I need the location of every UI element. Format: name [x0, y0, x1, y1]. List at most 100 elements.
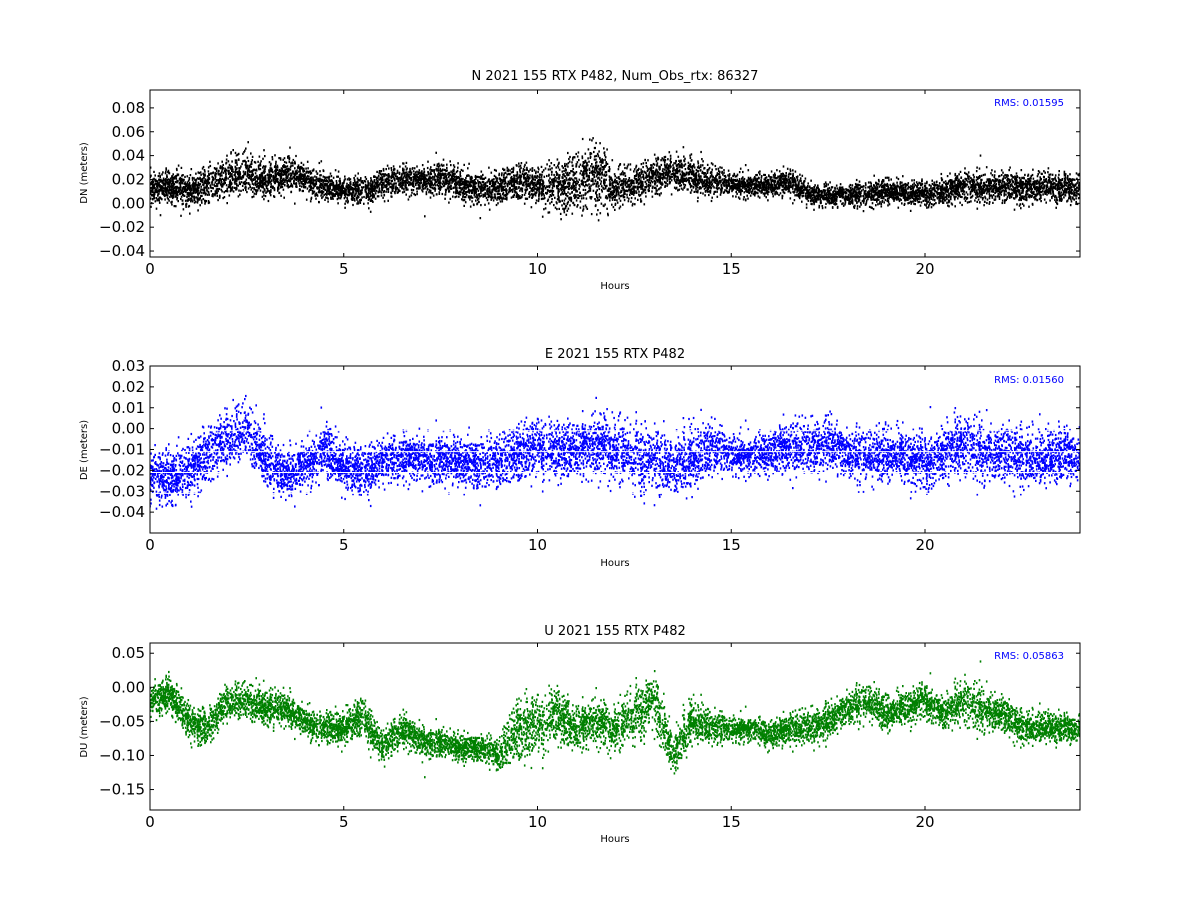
data-point	[548, 159, 550, 162]
data-point	[248, 166, 250, 169]
data-point	[590, 184, 592, 187]
data-point	[390, 186, 392, 189]
data-point	[934, 187, 936, 190]
data-point	[986, 198, 989, 201]
data-point	[957, 183, 960, 186]
data-point	[750, 187, 753, 190]
data-point	[976, 200, 978, 203]
data-point	[979, 191, 981, 194]
data-point	[429, 168, 431, 171]
data-point	[503, 168, 506, 171]
data-point	[1073, 190, 1075, 193]
data-point	[654, 171, 656, 175]
data-point	[569, 204, 571, 207]
data-point	[913, 179, 915, 182]
data-point	[735, 183, 738, 186]
data-point	[919, 204, 922, 207]
data-point	[799, 195, 801, 198]
data-point	[287, 179, 289, 182]
data-point	[342, 183, 344, 186]
data-point	[468, 191, 471, 194]
data-point	[723, 171, 725, 174]
data-point	[744, 185, 746, 188]
data-point	[349, 187, 352, 190]
data-point	[1003, 192, 1006, 195]
data-point	[915, 181, 918, 184]
data-point	[679, 161, 681, 164]
data-point	[157, 175, 160, 178]
data-point	[851, 187, 854, 190]
data-point	[478, 181, 480, 184]
data-point	[518, 182, 520, 185]
data-point	[574, 177, 576, 180]
data-point	[446, 178, 448, 181]
data-point	[387, 179, 390, 182]
data-point	[584, 169, 587, 172]
data-point	[689, 186, 692, 189]
data-point	[555, 179, 557, 182]
data-point	[974, 188, 976, 191]
data-point	[1032, 180, 1035, 184]
data-point	[282, 158, 284, 161]
data-point	[537, 170, 539, 174]
data-point	[889, 192, 891, 195]
data-point	[701, 170, 704, 173]
data-point	[818, 198, 820, 201]
data-point	[260, 180, 262, 183]
data-point	[311, 192, 314, 195]
data-point	[641, 186, 643, 189]
data-point	[236, 179, 238, 182]
data-point	[578, 194, 581, 197]
data-point	[637, 176, 640, 179]
data-point	[689, 171, 691, 174]
data-point	[263, 194, 265, 197]
data-point	[961, 189, 964, 192]
data-point	[245, 161, 247, 164]
data-point	[376, 182, 379, 185]
data-point	[781, 172, 784, 175]
data-point	[207, 170, 210, 173]
data-point	[519, 164, 522, 167]
data-point	[268, 190, 271, 193]
data-point	[984, 173, 986, 176]
data-point	[582, 182, 584, 185]
data-point	[541, 215, 544, 218]
data-point	[318, 200, 320, 204]
data-point	[496, 179, 498, 182]
data-point	[703, 180, 706, 183]
data-point	[649, 167, 651, 170]
data-point	[940, 172, 943, 176]
data-point	[773, 180, 775, 184]
data-point	[865, 196, 868, 199]
data-point	[1065, 189, 1068, 193]
data-point	[503, 172, 506, 175]
data-point	[811, 187, 813, 190]
data-point	[259, 162, 262, 165]
data-point	[252, 190, 254, 193]
data-point	[518, 165, 520, 168]
data-point	[617, 168, 620, 171]
data-point	[688, 181, 690, 184]
data-point	[655, 174, 657, 177]
data-point	[742, 176, 744, 179]
data-point	[314, 193, 316, 196]
data-point	[913, 197, 915, 200]
data-point	[154, 187, 156, 190]
data-point	[236, 153, 239, 156]
data-point	[306, 160, 309, 163]
data-point	[714, 164, 717, 168]
data-point	[620, 179, 622, 182]
data-point	[239, 193, 241, 196]
data-point	[1005, 193, 1007, 196]
data-point	[504, 197, 507, 200]
data-point	[567, 185, 569, 189]
data-point	[1051, 185, 1053, 188]
data-point	[213, 183, 215, 186]
data-point	[462, 194, 464, 197]
data-point	[350, 192, 353, 195]
data-point	[962, 188, 964, 191]
data-point	[1001, 201, 1004, 205]
data-point	[592, 189, 595, 192]
data-point	[168, 178, 171, 182]
data-point	[520, 188, 522, 191]
